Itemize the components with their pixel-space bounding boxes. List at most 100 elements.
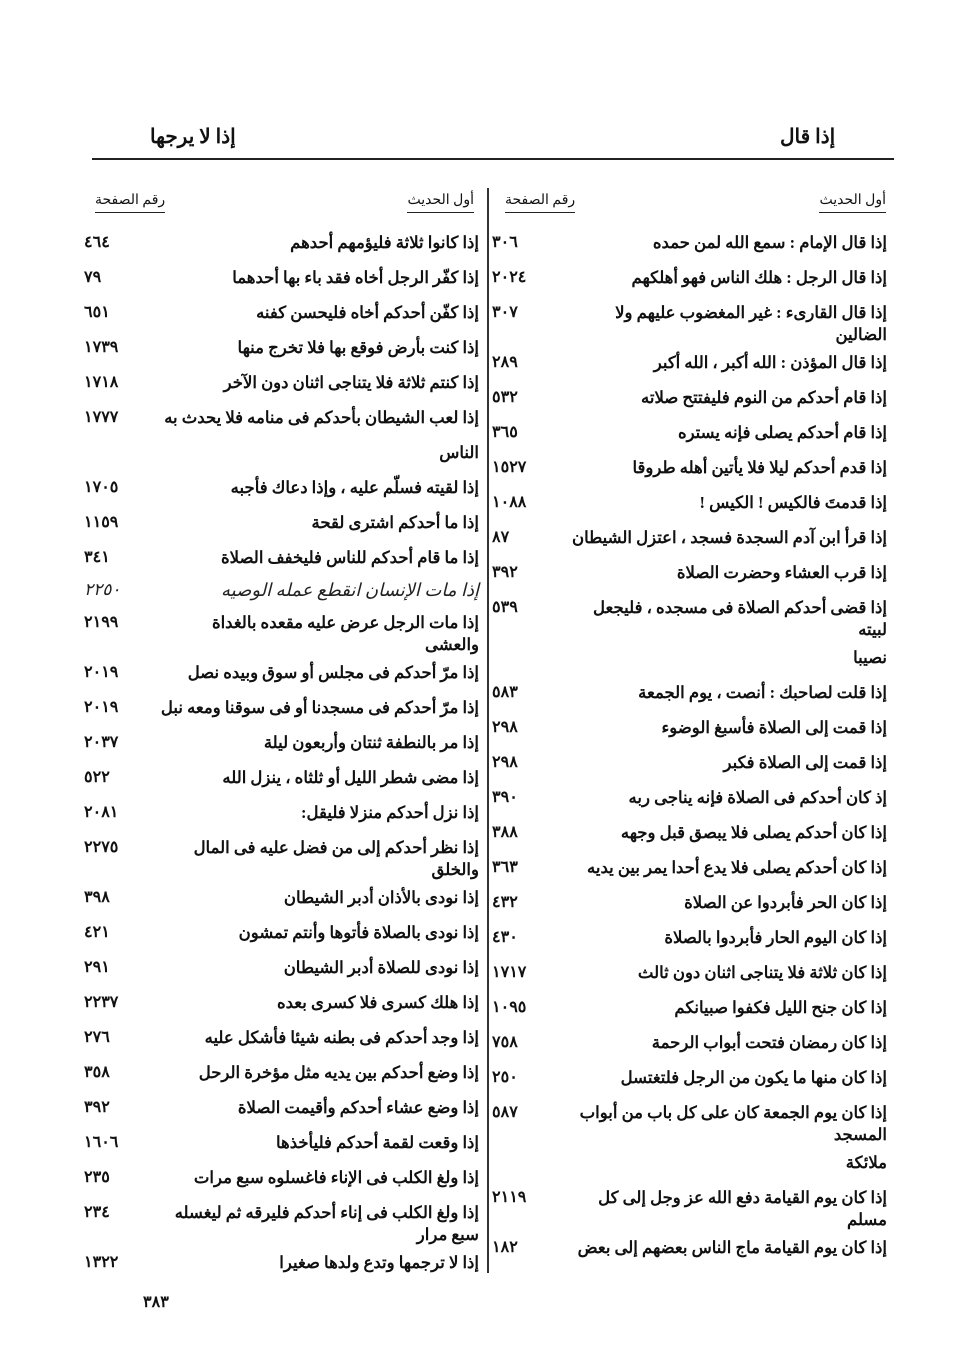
page-reference: ٨٧ — [492, 529, 510, 546]
hadith-opening: إذا كانوا ثلاثة فليؤمهم أحدهم — [290, 233, 479, 252]
hadith-opening: إذا قدم أحدكم ليلا فلا يأتين أهله طروقا — [632, 458, 888, 477]
index-entry: إذا قمت إلى الصلاة فأسبغ الوضوء ٢٩٨ — [492, 711, 887, 746]
hadith-opening: إذا كان اليوم الحار فأبردوا بالصلاة — [664, 928, 887, 947]
index-entry: إذا كان يوم القيامة دفع الله عز وجل إلى … — [492, 1181, 887, 1231]
index-entry: إذا مرّ أحدكم فى مجلس أو سوق وبيده نصل ٢٠… — [84, 656, 479, 691]
page-reference: ٢٠٣٧ — [84, 734, 119, 751]
index-entry: إذا قال الإمام : سمع الله لمن حمده ٣٠٦ — [492, 226, 887, 261]
page-reference: ١٦٠٦ — [84, 1134, 119, 1151]
hadith-opening: إذا وجد أحدكم فى بطنه شيئا فأشكل عليه — [204, 1028, 479, 1047]
index-entry: إذا قدم أحدكم ليلا فلا يأتين أهله طروقا ١… — [492, 451, 887, 486]
handwritten-annotation-page: ٢٢٥٠ — [84, 580, 121, 599]
index-entry: إذا ولغ الكلب فى إناء أحدكم فليرقه ثم لي… — [84, 1196, 479, 1246]
page-reference: ٣٩٢ — [84, 1099, 110, 1116]
index-entry: إذا ما قام أحدكم للناس فليخفف الصلاة ٣٤١ — [84, 541, 479, 576]
hadith-opening: إذا ما قام أحدكم للناس فليخفف الصلاة — [221, 548, 479, 567]
page-reference: ٢٢٣٧ — [84, 994, 119, 1011]
index-entry: إذا كان يوم القيامة ماج الناس بعضهم إلى … — [492, 1231, 887, 1266]
hadith-opening: إذا نودى بالأذان أدبر الشيطان — [283, 888, 479, 907]
hadith-opening: إذا نودى بالصلاة فأتوها وأنتم تمشون — [238, 923, 479, 942]
index-entry: إذا وضع أحدكم بين يديه مثل مؤخرة الرحل ٣٥… — [84, 1056, 479, 1091]
index-entry: إذا مرّ أحدكم فى مسجدنا أو فى سوقنا ومعه… — [84, 691, 479, 726]
index-entry: إذا كان الحر فأبردوا عن الصلاة ٤٣٢ — [492, 886, 887, 921]
index-entry: إذا لا ترجمها وتدع ولدها صغيرا ١٣٢٢ — [84, 1246, 479, 1281]
hadith-opening: إذا لا ترجمها وتدع ولدها صغيرا — [279, 1253, 479, 1272]
page-reference: ٢٩٨ — [492, 754, 518, 771]
hadith-opening: إذ كان أحدكم فى الصلاة فإنه يناجى ربه — [628, 788, 887, 807]
page-reference: ٥٨٣ — [492, 684, 518, 701]
page-reference: ٣٨٨ — [492, 824, 518, 841]
hadith-opening: إذا قدمتَ فالكيس ! الكيس ! — [699, 493, 887, 512]
index-entry: إذا كفّن أحدكم أخاه فليحسن كفنه ٦٥١ — [84, 296, 479, 331]
index-entry: إذا قام أحدكم من النوم فليفتتح صلاته ٥٣٢ — [492, 381, 887, 416]
page-reference: ١٧٣٩ — [84, 339, 119, 356]
hadith-opening: إذا مرّ أحدكم فى مسجدنا أو فى سوقنا ومعه… — [160, 698, 479, 717]
index-entry: إذا قلت لصاحبك : أنصت ، يوم الجمعة ٥٨٣ — [492, 676, 887, 711]
hadith-opening: نصيبا — [853, 648, 887, 667]
page-reference: ٢٢٧٥ — [84, 839, 119, 856]
index-entry: إذا نودى بالصلاة فأتوها وأنتم تمشون ٤٢١ — [84, 916, 479, 951]
index-entry: إذا كان اليوم الحار فأبردوا بالصلاة ٤٣٠ — [492, 921, 887, 956]
page-reference: ٤٢١ — [84, 924, 110, 941]
hadith-opening: إذا لعب الشيطان بأحدكم فى منامه فلا يحدث… — [164, 408, 479, 427]
hadith-opening: إذا هلك كسرى فلا كسرى بعده — [277, 993, 479, 1012]
index-entry: إذا وقعت لقمة أحدكم فليأخذها ١٦٠٦ — [84, 1126, 479, 1161]
left-index-column: إذا كانوا ثلاثة فليؤمهم أحدهم ٤٦٤ إذا كفّر… — [84, 226, 479, 1281]
hadith-opening: إذا قال المؤذن : الله أكبر ، الله أكبر — [653, 353, 887, 372]
index-entry: إذا قدمتَ فالكيس ! الكيس ! ١٠٨٨ — [492, 486, 887, 521]
index-entry: إذا هلك كسرى فلا كسرى بعده ٢٢٣٧ — [84, 986, 479, 1021]
hadith-opening: إذا كنتم ثلاثة فلا يتناجى اثنان دون الآخ… — [223, 373, 479, 392]
index-entry: إذا نودى بالأذان أدبر الشيطان ٣٩٨ — [84, 881, 479, 916]
index-entry: إذا قرأ ابن آدم السجدة فسجد ، اعتزل الشي… — [492, 521, 887, 556]
header-rule — [92, 158, 894, 160]
page-reference: ١٥٢٧ — [492, 459, 527, 476]
index-entry: إذا كانوا ثلاثة فليؤمهم أحدهم ٤٦٤ — [84, 226, 479, 261]
page-reference: ٢١١٩ — [492, 1189, 527, 1206]
hadith-opening: إذا كفّر الرجل أخاه فقد باء بها أحدهما — [232, 268, 479, 287]
hadith-opening: إذا كان الحر فأبردوا عن الصلاة — [684, 893, 887, 912]
hadith-opening: إذا قال الإمام : سمع الله لمن حمده — [652, 233, 887, 252]
hadith-opening: إذا قضى أحدكم الصلاة فى مسجده ، فليجعل ل… — [593, 598, 887, 639]
hadith-opening: إذا نزل أحدكم منزلا فليقل: — [301, 803, 479, 822]
hadith-opening: إذا نظر أحدكم إلى من فضل عليه فى المال و… — [193, 838, 479, 879]
index-entry: إذا قام أحدكم يصلى فإنه يستره ٣٦٥ — [492, 416, 887, 451]
page-reference: ٤٦٤ — [84, 234, 110, 251]
index-entry: الناس — [84, 436, 479, 471]
hadith-opening: إذا قام أحدكم يصلى فإنه يستره — [677, 423, 887, 442]
index-entry: إذا قال القارىء : غير المغضوب عليهم ولا … — [492, 296, 887, 346]
index-entry: إذا كنتم ثلاثة فلا يتناجى اثنان دون الآخ… — [84, 366, 479, 401]
page-reference: ١٧٠٥ — [84, 479, 119, 496]
page-reference: ٢٣٤ — [84, 1204, 110, 1221]
hadith-opening: إذا مرّ أحدكم فى مجلس أو سوق وبيده نصل — [187, 663, 479, 682]
hadith-opening: إذا كان يوم القيامة ماج الناس بعضهم إلى … — [577, 1238, 887, 1257]
page-reference: ٣٤١ — [84, 549, 110, 566]
page-reference: ٢٠١٩ — [84, 664, 119, 681]
handwritten-annotation: إذا مات الإنسان انقطع عمله الوصيه — [221, 580, 479, 600]
hadith-opening: إذا قام أحدكم من النوم فليفتتح صلاته — [641, 388, 887, 407]
hadith-opening: إذا كان رمضان فتحت أبواب الرحمة — [651, 1033, 887, 1052]
index-entry: إذا كان رمضان فتحت أبواب الرحمة ٧٥٨ — [492, 1026, 887, 1061]
page-reference: ٢٨٩ — [492, 354, 518, 371]
index-entry: إذا كنت بأرض فوقع بها فلا تخرج منها ١٧٣٩ — [84, 331, 479, 366]
index-entry: إذا كان جنح الليل فكفوا صبيانكم ١٠٩٥ — [492, 991, 887, 1026]
page-reference: ١٠٩٥ — [492, 999, 527, 1016]
index-entry: إذا ولغ الكلب فى الإناء فاغسلوه سبع مرات… — [84, 1161, 479, 1196]
index-entry: إذا ما أحدكم اشترى لقحة ١١٥٩ — [84, 506, 479, 541]
hadith-opening: إذا ولغ الكلب فى إناء أحدكم فليرقه ثم لي… — [174, 1203, 479, 1244]
index-entry: ملائكة — [492, 1146, 887, 1181]
hadith-opening: إذا قرب العشاء وحضرت الصلاة — [676, 563, 887, 582]
column-divider — [487, 188, 489, 1273]
hadith-opening: إذا كفّن أحدكم أخاه فليحسن كفنه — [256, 303, 479, 322]
page-reference: ٥٣٩ — [492, 599, 518, 616]
index-entry: إذا كان منها ما يكون من الرجل فلتغتسل ٢٥٠ — [492, 1061, 887, 1096]
hadith-opening: إذا كان يوم الجمعة كان على كل باب من أبو… — [579, 1103, 887, 1144]
page-reference: ٢٥٠ — [492, 1069, 518, 1086]
page-reference: ٢٠١٩ — [84, 699, 119, 716]
page-reference: ٣٠٧ — [492, 304, 518, 321]
page-reference: ٣٥٨ — [84, 1064, 110, 1081]
index-entry: إذا كان يوم الجمعة كان على كل باب من أبو… — [492, 1096, 887, 1146]
hadith-opening: إذا ولغ الكلب فى الإناء فاغسلوه سبع مرات — [193, 1168, 479, 1187]
hadith-opening: الناس — [439, 443, 479, 462]
index-entry: إذ كان أحدكم فى الصلاة فإنه يناجى ربه ٣٩٠ — [492, 781, 887, 816]
index-entry: إذا قمت إلى الصلاة فكبر ٢٩٨ — [492, 746, 887, 781]
